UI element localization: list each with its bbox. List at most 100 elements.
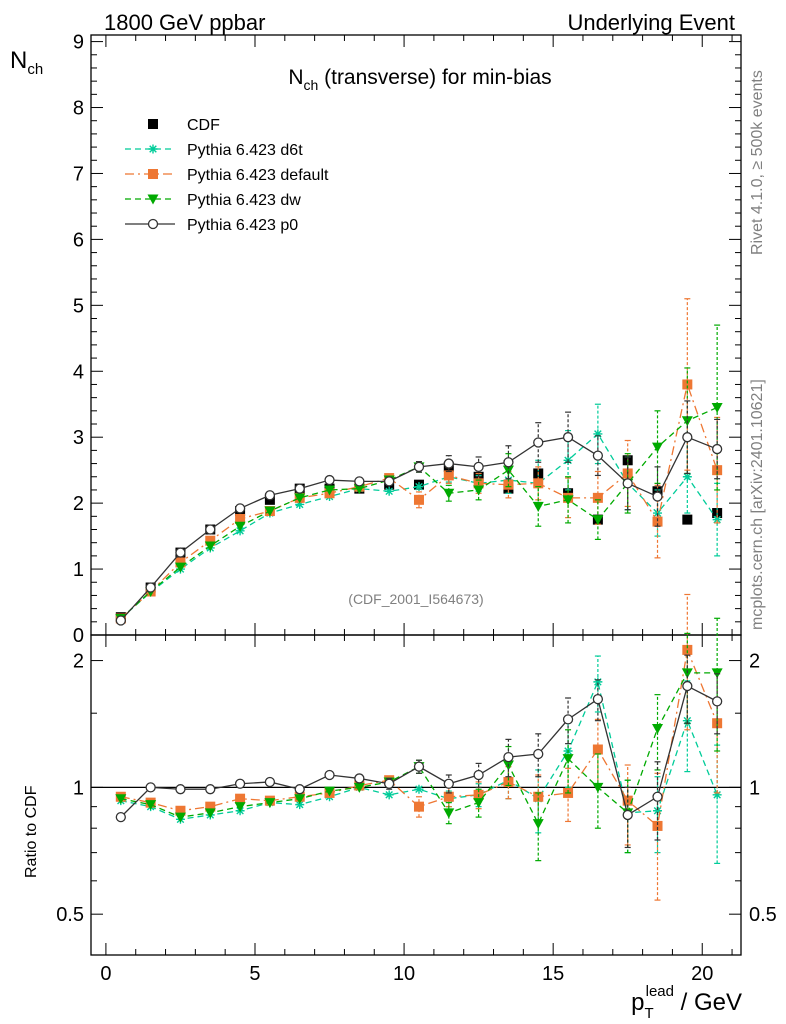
ratio-data-point — [324, 769, 335, 781]
main-data-point — [294, 483, 305, 494]
main-data-point — [622, 478, 633, 489]
ratio-data-point — [115, 794, 127, 805]
ratio-ytick-label: 2 — [73, 651, 84, 673]
main-title: Nch (transverse) for min-bias — [288, 66, 551, 93]
ratio-data-point — [592, 693, 604, 705]
legend-label: Pythia 6.423 default — [187, 167, 329, 184]
ratio-data-point — [234, 778, 246, 789]
rivet-label: Rivet 4.1.0, ≥ 500k events — [749, 70, 766, 255]
ratio-data-point — [592, 744, 603, 755]
ratio-data-point — [473, 798, 485, 809]
ratio-data-point — [533, 791, 544, 802]
main-ytick-label: 8 — [73, 98, 84, 120]
main-ytick-label: 3 — [73, 427, 84, 449]
ratio-series-pythia-6-423-default — [115, 593, 723, 901]
ratio-series-line — [120, 647, 718, 828]
main-data-point — [711, 403, 723, 414]
main-data-point — [324, 485, 336, 496]
main-data-point — [682, 472, 692, 482]
main-data-point — [413, 494, 424, 505]
main-data-point — [324, 474, 335, 486]
main-data-point — [354, 476, 365, 487]
main-data-point — [174, 562, 186, 573]
main-ytick-label: 4 — [73, 361, 84, 383]
ratio-data-point — [145, 782, 156, 793]
ratio-data-point — [473, 769, 484, 781]
ratio-data-point — [622, 809, 633, 821]
main-data-point — [592, 492, 603, 503]
main-ytick-label: 2 — [73, 493, 84, 515]
ratio-ytick-label-right: 0.5 — [749, 904, 777, 926]
ratio-data-point — [653, 806, 663, 816]
main-data-point — [235, 513, 246, 524]
ratio-data-point — [652, 723, 664, 734]
legend-marker — [148, 169, 158, 179]
ratio-data-point — [174, 812, 186, 823]
ratio-data-point — [443, 778, 454, 789]
ratio-data-point — [593, 677, 603, 687]
main-data-point — [503, 457, 514, 468]
ratio-data-point — [204, 808, 216, 819]
ratio-ylabel: Ratio to CDF — [23, 785, 40, 878]
legend-label: Pythia 6.423 dw — [187, 192, 301, 209]
main-ylabel: Nch — [10, 47, 43, 78]
main-data-point — [234, 503, 246, 514]
legend-entry: Pythia 6.423 default — [125, 167, 329, 184]
ratio-data-point — [295, 800, 305, 810]
main-data-point — [653, 508, 663, 518]
main-data-point — [473, 461, 484, 473]
main-data-point — [264, 506, 276, 517]
ratio-data-point — [175, 805, 186, 816]
main-data-point — [473, 485, 485, 496]
legend-entry: Pythia 6.423 p0 — [125, 217, 298, 234]
ratio-ytick-label-right: 1 — [749, 777, 760, 799]
ratio-data-point — [503, 776, 514, 787]
ratio-data-point — [533, 748, 544, 760]
main-data-point — [443, 488, 455, 499]
ratio-data-point — [503, 751, 514, 763]
main-data-point — [562, 432, 574, 443]
main-data-point — [115, 615, 126, 626]
ratio-data-point — [115, 811, 126, 823]
ratio-data-point — [414, 784, 424, 794]
main-data-point — [443, 458, 454, 469]
ratio-data-point — [682, 680, 693, 692]
main-data-point — [414, 482, 424, 492]
main-data-point — [264, 490, 276, 501]
ratio-data-point — [443, 808, 455, 819]
main-data-point — [502, 465, 514, 476]
ratio-series-pythia-6-423-p0 — [115, 654, 723, 849]
main-data-point — [205, 524, 216, 535]
ratio-data-point — [294, 784, 305, 795]
x-tick-label: 5 — [249, 963, 260, 985]
main-data-point — [652, 442, 664, 453]
x-axis-label: pTlead / GeV — [631, 983, 742, 1022]
ratio-data-point — [205, 784, 216, 795]
ratio-data-point — [205, 801, 216, 812]
main-ytick-label: 1 — [73, 559, 84, 581]
ratio-data-point — [384, 790, 394, 800]
legend-marker — [147, 194, 159, 205]
ratio-data-point — [413, 761, 425, 772]
main-data-point — [384, 476, 395, 487]
legend-entry: CDF — [148, 117, 220, 134]
ratio-data-point — [324, 786, 336, 797]
ratio-data-point — [175, 784, 186, 795]
x-tick-label: 15 — [542, 963, 564, 985]
main-data-point — [682, 379, 693, 390]
main-data-point — [234, 521, 246, 532]
main-data-point — [652, 491, 663, 502]
main-data-point — [204, 541, 216, 552]
ratio-ytick-label: 1 — [73, 777, 84, 799]
ratio-panel-frame — [90, 634, 742, 956]
main-data-point — [443, 470, 454, 481]
mcplots-label: mcplots.cern.ch [arXiv:2401.10621] — [749, 379, 766, 630]
main-ytick-label: 7 — [73, 163, 84, 185]
ratio-data-point — [264, 776, 276, 788]
ratio-data-point — [682, 644, 693, 655]
legend-entry: Pythia 6.423 d6t — [125, 142, 303, 159]
ratio-data-point — [711, 696, 723, 707]
main-data-point — [652, 516, 663, 527]
main-data-point — [592, 515, 604, 526]
header-right: Underlying Event — [567, 10, 735, 35]
